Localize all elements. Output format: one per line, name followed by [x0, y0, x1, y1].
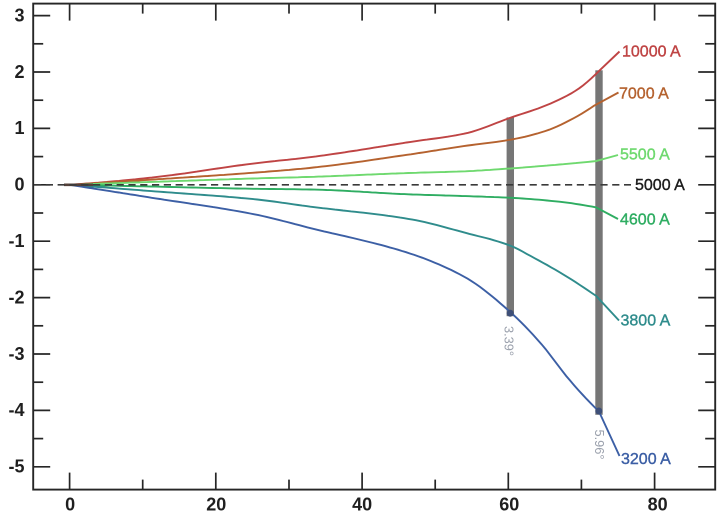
- svg-text:3200 A: 3200 A: [621, 451, 671, 468]
- svg-text:1: 1: [14, 118, 24, 138]
- svg-text:4600 A: 4600 A: [620, 212, 670, 229]
- svg-text:-2: -2: [8, 287, 24, 307]
- svg-text:0: 0: [65, 495, 75, 515]
- svg-text:3800 A: 3800 A: [621, 313, 671, 330]
- svg-text:-3: -3: [8, 344, 24, 364]
- svg-text:3.39°: 3.39°: [502, 326, 517, 356]
- svg-text:20: 20: [206, 495, 226, 515]
- svg-text:60: 60: [499, 495, 519, 515]
- svg-text:7000 A: 7000 A: [619, 86, 669, 103]
- svg-text:40: 40: [352, 495, 372, 515]
- svg-text:-1: -1: [8, 231, 24, 251]
- svg-text:5000 A: 5000 A: [635, 177, 685, 194]
- svg-text:80: 80: [648, 495, 668, 515]
- svg-text:5.96°: 5.96°: [592, 430, 607, 460]
- svg-text:-4: -4: [8, 400, 24, 420]
- svg-text:-5: -5: [8, 457, 24, 477]
- svg-text:10000 A: 10000 A: [622, 44, 681, 61]
- svg-text:5500 A: 5500 A: [620, 147, 670, 164]
- svg-text:0: 0: [14, 175, 24, 195]
- svg-text:3: 3: [14, 5, 24, 25]
- svg-text:2: 2: [14, 62, 24, 82]
